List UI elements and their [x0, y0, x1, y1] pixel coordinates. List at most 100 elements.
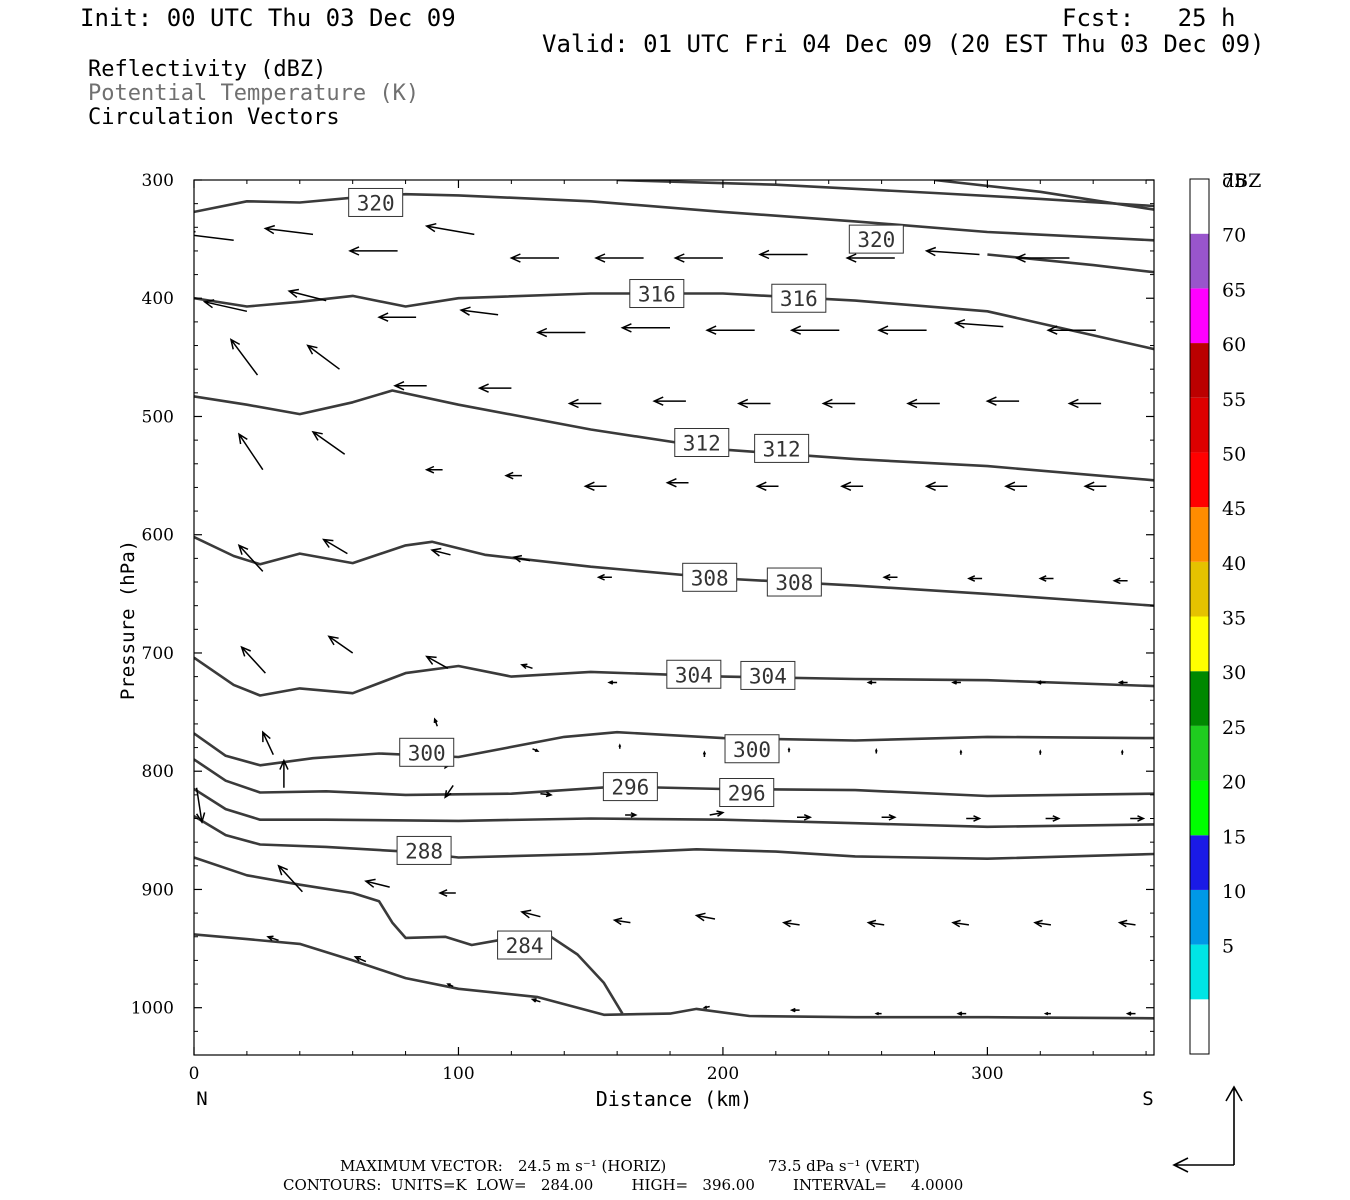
circulation-vector-102 — [530, 998, 541, 1003]
colorbar-swatch-15 — [1190, 179, 1209, 234]
y-tick-label-800: 800 — [142, 762, 174, 782]
circulation-vector-86 — [1130, 815, 1146, 822]
contour-label-2: 316 — [638, 283, 676, 307]
y-tick-label-600: 600 — [142, 526, 174, 546]
contour-label-8: 304 — [675, 663, 713, 687]
contour-label-box-15 — [497, 930, 553, 960]
colorbar-label-65: 65 — [1222, 279, 1246, 301]
contour-line-unlabeled-12 — [194, 856, 624, 1015]
circulation-vector-28 — [736, 398, 771, 409]
plot-frame — [193, 179, 1155, 1056]
circulation-vector-27 — [652, 396, 686, 406]
contour-label-box-7 — [766, 567, 822, 597]
circulation-vector-107 — [1043, 1011, 1051, 1016]
colorbar-label-55: 55 — [1222, 389, 1246, 411]
circulation-vector-52 — [967, 575, 983, 582]
circulation-vector-24 — [393, 381, 427, 391]
contour-label-1: 320 — [857, 228, 895, 252]
contour-label-box-0 — [348, 187, 404, 217]
contour-line-unlabeled-1 — [617, 180, 1154, 208]
circulation-vector-26 — [567, 398, 602, 409]
circulation-vector-55 — [240, 645, 266, 674]
circulation-vector-10 — [1014, 253, 1070, 263]
circulation-vector-23 — [306, 344, 340, 370]
contour-label-box-3 — [771, 283, 827, 313]
contour-label-box-2 — [629, 279, 685, 309]
max-vector-label: MAXIMUM VECTOR: — [340, 1157, 503, 1175]
circulation-vector-51 — [882, 573, 898, 581]
circulation-vector-61 — [866, 680, 877, 685]
colorbar-label-35: 35 — [1222, 608, 1246, 630]
circulation-vector-59 — [607, 680, 618, 685]
circulation-vector-87 — [277, 864, 303, 893]
axes: 300 400 500 600 700 800 900 1000 0 100 200 300 — [131, 171, 1154, 1084]
circulation-vector-62 — [951, 680, 961, 685]
colorbar-label-25: 25 — [1222, 717, 1246, 739]
colorbar-swatch-2 — [1190, 889, 1209, 945]
reference-vector-key — [1172, 1085, 1243, 1173]
circulation-vector-75 — [1120, 749, 1124, 755]
circulation-vector-45 — [322, 538, 348, 555]
circulation-vector-35 — [424, 465, 443, 474]
x-tick-label-300: 300 — [971, 1064, 1003, 1084]
circulation-vector-43 — [1083, 481, 1107, 491]
y-tick-label-400: 400 — [142, 289, 174, 309]
contour-label-13: 296 — [728, 782, 766, 806]
circulation-vector-4 — [509, 253, 559, 263]
circulation-vector-79 — [540, 791, 553, 798]
colorbar-frame — [1189, 178, 1210, 1055]
colorbar-swatch-0 — [1190, 999, 1209, 1054]
contour-line-296 — [194, 758, 1154, 798]
circulation-vector-98 — [194, 909, 195, 918]
contour-line-308 — [194, 535, 1154, 607]
circulation-vector-90 — [520, 909, 541, 919]
circulation-vector-39 — [755, 481, 779, 491]
circulation-vector-103 — [702, 1005, 710, 1009]
circulation-vector-18 — [789, 325, 840, 335]
circulation-vector-105 — [874, 1011, 882, 1016]
circulation-vector-46 — [430, 547, 451, 557]
circulation-vector-76 — [195, 787, 206, 824]
y-axis-label: Pressure (hPa) — [117, 540, 139, 700]
circulation-vector-11 — [202, 299, 248, 313]
circulation-vector-42 — [1004, 481, 1028, 491]
circulation-vector-77 — [279, 758, 289, 788]
circulation-vector-65 — [262, 730, 274, 756]
y-tick-label-700: 700 — [142, 644, 174, 664]
circulation-vector-34 — [311, 430, 346, 455]
x-tick-label-200: 200 — [707, 1064, 739, 1084]
colorbar-unit: dBZ — [1222, 170, 1261, 192]
circulation-vector-96 — [1033, 919, 1052, 928]
contour-label-box-8 — [666, 659, 722, 689]
circulation-vector-66 — [433, 717, 439, 727]
contour-line-312 — [194, 389, 1154, 482]
contour-line-304 — [194, 656, 1154, 697]
circulation-vector-68 — [532, 748, 540, 752]
circulation-vector-32 — [1067, 398, 1102, 409]
colorbar-label-70: 70 — [1222, 225, 1246, 247]
circulation-vector-71 — [787, 747, 791, 753]
circulation-vector-40 — [840, 481, 864, 491]
contour-label-box-12 — [602, 772, 658, 802]
contour-line-284 — [194, 933, 1154, 1020]
x-tick-label-0: 0 — [189, 1064, 200, 1084]
circulation-vector-38 — [665, 478, 689, 488]
contour-line-unlabeled-4 — [987, 253, 1154, 274]
colorbar-label-30: 30 — [1222, 662, 1246, 684]
circulation-vector-99 — [266, 935, 279, 942]
circulation-vector-8 — [845, 253, 895, 263]
init-time: Init: 00 UTC Thu 03 Dec 09 — [80, 4, 456, 32]
contour-line-300 — [194, 730, 1154, 767]
contour-label-6: 308 — [691, 566, 729, 590]
circulation-vector-57 — [425, 655, 449, 669]
contour-label-box-9 — [740, 660, 796, 690]
contour-label-14: 288 — [405, 839, 443, 863]
contour-label-5: 312 — [763, 437, 801, 461]
contour-line-320 — [194, 192, 1154, 242]
y-tick-label-300: 300 — [142, 171, 174, 191]
circulation-vector-63 — [1035, 680, 1046, 685]
circulation-vector-14 — [459, 306, 499, 316]
contour-label-0: 320 — [357, 191, 395, 215]
contour-label-box-5 — [754, 433, 810, 463]
